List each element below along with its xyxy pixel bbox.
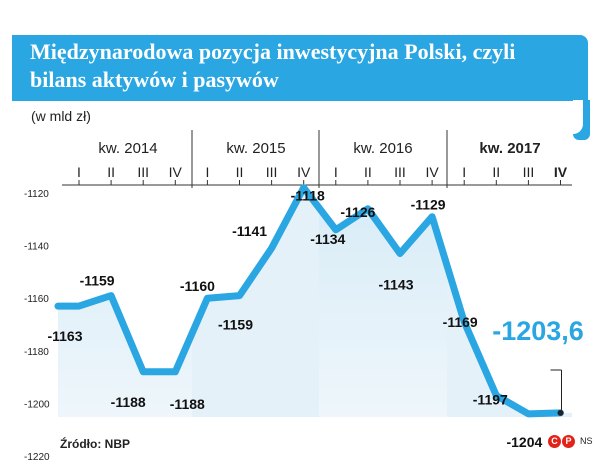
y-tick-label: -1180: [24, 347, 49, 358]
y-tick-label: -1120: [24, 189, 49, 200]
data-label: -1160: [180, 278, 215, 294]
chart-title: Międzynarodowa pozycja inwestycyjna Pols…: [30, 39, 516, 92]
logo-ns-text: NS: [580, 436, 593, 446]
quarter-label: IV: [554, 164, 568, 180]
area-bottom-mask: [58, 417, 572, 457]
highlight-value-label: -1203,6: [492, 316, 584, 346]
data-label: -1141: [232, 223, 267, 239]
data-label: -1204: [506, 434, 542, 450]
quarter-label: IV: [425, 164, 439, 180]
y-tick-label: -1160: [24, 294, 49, 305]
quarter-label: I: [205, 164, 209, 180]
logo-p-mark: P: [562, 434, 575, 448]
data-label: -1188: [170, 396, 205, 412]
data-label: -1118: [291, 188, 325, 204]
data-label: -1134: [310, 231, 345, 247]
year-label: kw. 2015: [226, 140, 285, 157]
quarter-label: I: [462, 164, 466, 180]
data-label: -1159: [80, 273, 115, 289]
y-tick-label: -1200: [24, 399, 50, 410]
quarter-label: IV: [169, 164, 183, 180]
quarter-label: III: [137, 164, 149, 180]
quarter-label: II: [236, 164, 244, 180]
y-tick-label: -1140: [24, 242, 49, 253]
quarter-label: II: [107, 164, 115, 180]
year-label: kw. 2017: [479, 140, 540, 157]
logo-c-mark: C: [548, 434, 561, 448]
y-tick-label: -1220: [24, 452, 50, 463]
quarter-label: III: [266, 164, 278, 180]
series-line: [54, 184, 564, 418]
units-label: (w mld zł): [31, 108, 91, 124]
year-label: kw. 2014: [98, 140, 157, 157]
source-note: Źródło: NBP: [60, 437, 130, 451]
quarter-label: III: [523, 164, 535, 180]
banner-tab: [573, 100, 590, 140]
data-label: -1188: [111, 394, 146, 410]
publisher-logo: C P NS: [548, 433, 593, 449]
data-label: -1159: [218, 317, 253, 333]
data-label: -1163: [47, 328, 82, 344]
quarter-label: II: [492, 164, 500, 180]
data-label: -1129: [411, 197, 446, 213]
data-label: -1143: [378, 276, 413, 292]
data-label: -1126: [340, 204, 375, 220]
quarter-label: I: [77, 164, 81, 180]
end-marker: [557, 409, 564, 416]
year-label: kw. 2016: [353, 140, 412, 157]
data-label: -1169: [443, 314, 478, 330]
quarter-label: I: [334, 164, 338, 180]
quarter-label: IV: [297, 164, 311, 180]
data-label: -1197: [473, 392, 508, 408]
title-banner: [12, 35, 588, 101]
quarter-label: II: [364, 164, 372, 180]
quarter-label: III: [394, 164, 406, 180]
